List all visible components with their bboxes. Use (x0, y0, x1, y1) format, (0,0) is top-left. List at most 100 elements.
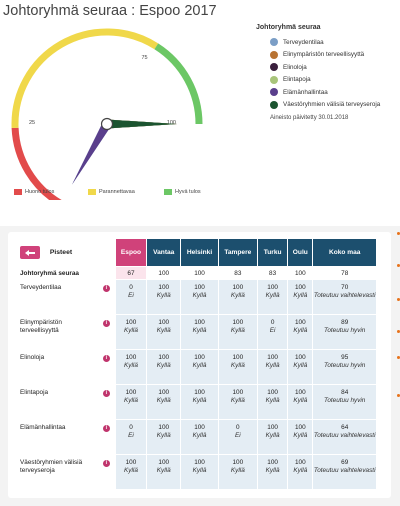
gauge-chart: 25 75 100 (11, 28, 203, 200)
cell-value: 100 (294, 284, 306, 291)
edge-dot-icon (397, 330, 400, 333)
table-cell: 100 Kyllä (115, 315, 147, 349)
indicator-label: Elämänhallintaa (20, 424, 66, 431)
table-cell: 100 Kyllä (257, 455, 288, 489)
page-title: Johtoryhmä seuraa : Espoo 2017 (3, 3, 217, 19)
cell-value: 100 (267, 389, 278, 396)
cell-status: Kyllä (293, 397, 308, 404)
info-icon[interactable]: i (102, 320, 110, 327)
gauge-tick-25: 25 (29, 120, 35, 126)
scale-item-bad: Huono tulos (14, 189, 54, 195)
column-header-turku[interactable]: Turku (257, 239, 288, 266)
cell-value: 100 (194, 459, 205, 466)
summary-value: 83 (218, 267, 257, 279)
cell-status: Toteutuu hyvin (324, 327, 366, 334)
summary-value: 83 (257, 267, 288, 279)
legend-item[interactable]: Väestöryhmien välisiä terveyseroja (256, 99, 400, 112)
legend-title: Johtoryhmä seuraa (256, 24, 321, 31)
table-cell: 70 Toteutuu vaihtelevasti (313, 280, 376, 314)
cell-status: Ei (234, 432, 241, 439)
table-cell: 100 Kyllä (181, 385, 218, 419)
table-cell: 100 Kyllä (257, 420, 288, 454)
cell-status: Kyllä (156, 292, 171, 299)
info-icon[interactable]: i (102, 355, 110, 362)
legend-item[interactable]: Elämänhallintaa (256, 86, 400, 99)
column-header-oulu[interactable]: Oulu (288, 239, 313, 266)
cell-status: Kyllä (192, 397, 207, 404)
cell-value: 100 (294, 424, 306, 431)
legend-item[interactable]: Terveydentilaa (256, 36, 400, 49)
info-icon[interactable]: i (102, 425, 110, 432)
table-cell: 100 Kyllä (181, 315, 218, 349)
legend-item[interactable]: Elinympäristön terveellisyyttä (256, 49, 400, 62)
column-header-espoo[interactable]: Espoo (115, 239, 147, 266)
cell-value: 100 (158, 354, 170, 361)
column-header-vantaa[interactable]: Vantaa (147, 239, 181, 266)
legend-label: Elinoloja (283, 63, 307, 71)
cell-value: 100 (194, 284, 205, 291)
column-header-tampere[interactable]: Tampere (218, 239, 257, 266)
cell-status: Kyllä (124, 467, 138, 474)
indicator-label-cell: Terveydentilaa i (14, 280, 115, 314)
gauge-needle (107, 119, 177, 129)
column-header-helsinki[interactable]: Helsinki (181, 239, 218, 266)
legend-item[interactable]: Elinoloja (256, 61, 400, 74)
table-cell: 100 Kyllä (218, 280, 257, 314)
indicator-label: Elinoloja (20, 354, 45, 361)
cell-status: Toteutuu vaihtelevasti (313, 292, 376, 299)
scale-item-mid: Parannettavaa (88, 189, 135, 195)
gauge-tick-75: 75 (141, 55, 147, 61)
edge-dot-icon (397, 232, 400, 235)
edge-dot-icon (397, 356, 400, 359)
cell-status: Kyllä (156, 467, 171, 474)
legend-label: Elämänhallintaa (283, 88, 328, 96)
cell-status: Kyllä (230, 327, 245, 334)
swatch-good-icon (164, 189, 172, 195)
table-cell: 100 Kyllä (147, 315, 181, 349)
indicator-label-cell: Elinympäristön terveellisyyttä i (14, 315, 115, 349)
cell-value: 64 (341, 424, 349, 431)
cell-status: Kyllä (230, 467, 245, 474)
legend-item[interactable]: Elintapoja (256, 74, 400, 87)
cell-value: 100 (158, 389, 170, 396)
legend-label: Terveydentilaa (283, 38, 324, 46)
table-row: Elintapoja i 100 Kyllä 100 Kyllä 100 Kyllä 100 Ky… (14, 385, 376, 419)
cell-status: Kyllä (124, 397, 138, 404)
table-cell: 100 Kyllä (181, 455, 218, 489)
cell-status: Kyllä (192, 432, 207, 439)
table-body: Johtoryhmä seuraa 67 100 100 83 83 100 78 Tervey… (14, 267, 376, 489)
cell-status: Kyllä (192, 292, 207, 299)
table-cell: 100 Kyllä (147, 350, 181, 384)
table-cell: 0 Ei (257, 315, 288, 349)
cell-status: Kyllä (293, 467, 308, 474)
table-cell: 95 Toteutuu hyvin (313, 350, 376, 384)
column-header-koko-maa[interactable]: Koko maa (313, 239, 376, 266)
gauge-band-mid (11, 28, 159, 128)
cell-value: 100 (194, 319, 205, 326)
scale-label-bad: Huono tulos (25, 189, 55, 195)
table-cell: 100 Kyllä (257, 385, 288, 419)
indicator-label-cell: Elämänhallintaa i (14, 420, 115, 454)
cell-status: Kyllä (265, 362, 280, 369)
info-icon[interactable]: i (102, 460, 110, 467)
header-pisteet-cell: Pisteet (14, 239, 115, 266)
cell-value: 100 (232, 319, 244, 326)
gauge-tick-100: 100 (167, 120, 176, 126)
table-cell: 100 Kyllä (288, 280, 313, 314)
back-button[interactable] (20, 246, 40, 259)
summary-value: 67 (115, 267, 147, 279)
table-cell: 100 Kyllä (288, 350, 313, 384)
gauge-needles (72, 119, 177, 185)
info-icon[interactable]: i (102, 285, 110, 292)
indicator-label-cell: Elintapoja i (14, 385, 115, 419)
table-cell: 100 Kyllä (218, 315, 257, 349)
info-icon[interactable]: i (102, 390, 110, 397)
cell-value: 100 (125, 319, 137, 326)
table-row: Väestöryhmien välisiä terveyseroja i 100 Ky… (14, 455, 376, 489)
cell-status: Toteutuu vaihtelevasti (313, 432, 376, 439)
results-table: Pisteet Espoo Vantaa Helsinki Tampere Tu… (13, 238, 377, 490)
cell-status: Kyllä (192, 362, 207, 369)
cell-status: Kyllä (230, 397, 245, 404)
cell-value: 100 (158, 319, 170, 326)
legend-label: Elintapoja (283, 76, 311, 84)
